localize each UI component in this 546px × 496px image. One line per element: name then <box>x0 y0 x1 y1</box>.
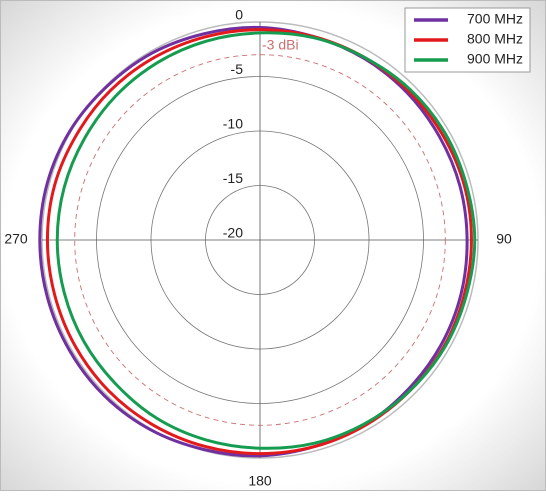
angle-label: 90 <box>496 231 512 247</box>
legend-label: 800 MHz <box>467 31 523 47</box>
r-tick-label: 0 <box>235 7 243 23</box>
series-line <box>45 28 473 456</box>
series-line <box>38 25 469 458</box>
r-tick-label: -15 <box>223 170 243 186</box>
reference-circle <box>74 54 446 426</box>
r-tick-label: -20 <box>223 225 243 241</box>
legend: 700 MHz 800 MHz 900 MHz <box>404 7 531 73</box>
legend-label: 700 MHz <box>467 11 523 27</box>
r-tick-label: -10 <box>223 116 243 132</box>
reference-label: -3 dBi <box>262 36 299 52</box>
angle-label: 180 <box>248 473 272 489</box>
angle-label: 270 <box>4 231 28 247</box>
r-tick-label: -5 <box>231 61 244 77</box>
series-line <box>55 31 477 450</box>
legend-label: 900 MHz <box>467 51 523 67</box>
